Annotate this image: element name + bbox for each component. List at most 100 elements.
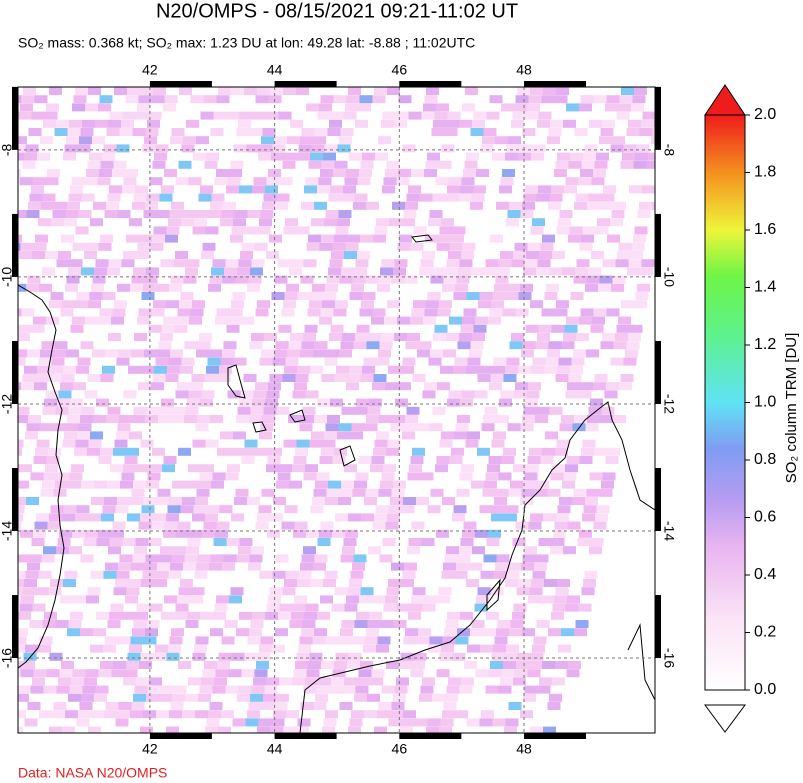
so2-pixel	[457, 554, 471, 563]
so2-pixel	[462, 242, 476, 251]
so2-pixel	[175, 251, 188, 259]
so2-pixel	[540, 242, 554, 251]
credit: Data: NASA N20/OMPS	[18, 765, 167, 781]
so2-pixel	[25, 644, 38, 653]
so2-pixel	[378, 275, 392, 284]
so2-pixel	[505, 505, 519, 514]
so2-pixel	[339, 349, 352, 358]
so2-pixel	[50, 505, 64, 514]
so2-pixel	[258, 152, 271, 161]
so2-pixel	[582, 226, 596, 235]
so2-pixel	[297, 152, 310, 161]
so2-pixel	[94, 480, 107, 489]
so2-pixel	[378, 488, 392, 497]
so2-pixel	[475, 669, 489, 678]
y-tick-label: -10	[661, 267, 677, 287]
so2-pixel	[329, 685, 343, 694]
so2-pixel	[214, 677, 227, 686]
so2-pixel	[594, 160, 608, 169]
so2-pixel	[0, 513, 10, 521]
so2-pixel	[499, 398, 512, 407]
so2-pixel	[466, 365, 479, 374]
so2-pixel	[100, 661, 113, 669]
so2-pixel	[153, 300, 166, 309]
so2-pixel	[170, 275, 184, 284]
so2-pixel	[255, 521, 269, 530]
so2-pixel	[593, 382, 606, 391]
so2-pixel	[335, 513, 348, 522]
so2-pixel	[385, 595, 398, 604]
so2-pixel	[520, 710, 533, 719]
so2-pixel	[321, 374, 335, 382]
so2-pixel	[570, 152, 583, 161]
so2-pixel	[77, 357, 91, 366]
so2-pixel	[340, 128, 354, 136]
so2-pixel	[381, 685, 395, 694]
so2-pixel	[247, 710, 260, 719]
so2-pixel	[642, 185, 655, 194]
so2-pixel	[42, 480, 55, 489]
so2-pixel	[208, 283, 221, 292]
so2-pixel	[556, 87, 569, 95]
so2-pixel	[484, 480, 497, 489]
so2-pixel	[75, 513, 88, 522]
so2-pixel	[363, 357, 377, 366]
y-tick-label: -12	[661, 394, 677, 414]
so2-pixel	[239, 398, 252, 407]
so2-pixel	[297, 365, 310, 374]
so2-pixel	[177, 595, 190, 604]
so2-pixel	[51, 357, 65, 366]
so2-pixel	[64, 144, 78, 153]
so2-pixel	[369, 611, 382, 620]
so2-pixel	[512, 611, 525, 620]
so2-pixel	[67, 201, 80, 210]
so2-pixel	[79, 702, 93, 710]
so2-pixel	[487, 464, 500, 473]
so2-pixel	[193, 152, 206, 161]
so2-pixel	[124, 669, 138, 678]
so2-pixel	[192, 439, 206, 448]
so2-pixel	[366, 201, 379, 210]
so2-pixel	[284, 365, 297, 374]
colorbar-tick-label: 1.6	[754, 221, 776, 238]
so2-pixel	[416, 423, 430, 432]
so2-pixel	[211, 480, 224, 489]
so2-pixel	[123, 677, 136, 686]
so2-pixel	[210, 201, 223, 210]
so2-pixel	[626, 341, 640, 350]
so2-pixel	[581, 587, 595, 596]
so2-pixel	[113, 661, 126, 669]
so2-pixel	[379, 415, 392, 423]
so2-pixel	[230, 234, 243, 243]
so2-pixel	[300, 275, 314, 284]
so2-pixel	[447, 185, 460, 194]
so2-pixel	[660, 87, 673, 95]
so2-pixel	[292, 464, 305, 473]
so2-pixel	[601, 193, 615, 202]
so2-pixel	[334, 374, 348, 382]
so2-pixel	[290, 259, 304, 268]
so2-pixel	[337, 431, 350, 440]
so2-pixel	[413, 300, 426, 309]
so2-pixel	[366, 415, 379, 423]
so2-pixel	[509, 628, 522, 637]
so2-pixel	[300, 349, 313, 358]
so2-pixel	[565, 390, 579, 399]
so2-pixel	[25, 570, 39, 579]
so2-pixel	[350, 570, 364, 579]
so2-pixel	[76, 718, 90, 727]
so2-pixel	[246, 144, 260, 153]
so2-pixel	[174, 324, 188, 333]
so2-pixel	[98, 669, 112, 678]
so2-pixel	[344, 464, 357, 473]
so2-pixel	[631, 103, 644, 112]
so2-pixel	[347, 234, 360, 243]
so2-pixel	[81, 406, 95, 415]
so2-pixel	[131, 702, 145, 710]
so2-pixel	[292, 603, 306, 612]
so2-pixel	[347, 374, 361, 382]
so2-pixel	[0, 448, 9, 456]
so2-pixel	[125, 595, 138, 604]
so2-pixel	[43, 685, 57, 694]
so2-pixel	[262, 201, 275, 210]
